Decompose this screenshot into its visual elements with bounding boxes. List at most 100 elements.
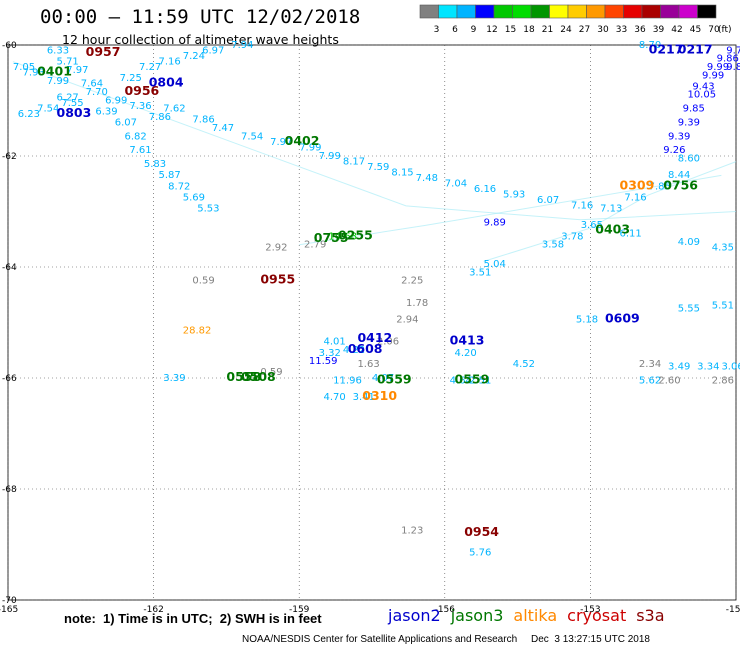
swh-value-label: 5.62 (639, 376, 661, 387)
swh-value-label: 9.26 (663, 145, 685, 156)
swh-map-plot: -165 -162 -159 -156 -153 -150 -60 -62 -64 -66 -68 -… (0, 40, 740, 615)
swh-value-label: 3.78 (561, 231, 583, 242)
colorbar-tick-label: 70 (708, 25, 720, 35)
swh-value-label: 4.09 (678, 237, 700, 248)
swh-value-label: 3.65 (581, 220, 603, 231)
swh-value-label: 7.54 (37, 104, 59, 115)
swh-value-label: 3.51 (469, 267, 491, 278)
colorbar-tick-label: 3 (434, 25, 440, 35)
swh-value-label: 9.39 (678, 117, 700, 128)
swh-value-label: 7.64 (81, 79, 103, 90)
swh-value-label: 0.59 (192, 276, 214, 287)
swh-value-label: 3.49 (668, 362, 690, 373)
x-tick-label: -156 (435, 605, 456, 615)
x-tick-label: -150 (726, 605, 740, 615)
swh-value-label: 7.48 (416, 173, 438, 184)
swh-value-label: 8.72 (168, 181, 190, 192)
colorbar-tick-label: 24 (560, 25, 572, 35)
swh-value-label: 2.34 (639, 359, 661, 370)
swh-value-label: 7.55 (61, 98, 83, 109)
swh-value-label: 7.13 (600, 204, 622, 215)
swh-value-label: 6.99 (105, 95, 127, 106)
swh-value-label: 14.68 (328, 231, 357, 242)
chart-subtitle: 12 hour collection of altimeter wave hei… (62, 32, 339, 47)
swh-value-label: 9.39 (668, 131, 690, 142)
swh-value-label: 3.32 (319, 348, 341, 359)
swh-value-label: 9.86 (717, 54, 739, 65)
swh-value-label: 6.33 (47, 45, 69, 56)
swh-value-label: 3.58 (542, 240, 564, 251)
swh-value-label: 6.16 (474, 184, 496, 195)
swh-value-label: 2.60 (658, 376, 680, 387)
swh-value-label: 9.43 (692, 81, 714, 92)
x-tick-label: -153 (580, 605, 600, 615)
swh-value-label: 9.99 (707, 62, 729, 73)
swh-value-label: 4.64 (450, 376, 472, 387)
colorbar-tick-label: 42 (671, 25, 682, 35)
swh-value-label: 7.59 (367, 162, 389, 173)
swh-value-label: 3.41 (353, 392, 375, 403)
y-tick-label: -68 (2, 485, 17, 495)
pass-time-label: 0508 (241, 369, 276, 384)
swh-value-label: 9.99 (702, 70, 724, 81)
chart-title: 00:00 – 11:59 UTC 12/02/2018 (40, 6, 361, 28)
swh-value-label: 6.23 (18, 109, 40, 120)
swh-value-label: 7.54 (241, 131, 263, 142)
swh-value-label: 7.04 (445, 179, 467, 190)
swh-value-label: 7.05 (13, 62, 35, 73)
swh-value-label: 6.39 (95, 106, 117, 117)
swh-value-label: 3.34 (697, 362, 719, 373)
swh-value-label: 5.04 (484, 259, 506, 270)
x-tick-label: -162 (143, 605, 163, 615)
satellite-ground-track (299, 174, 722, 246)
swh-value-label: 4.01 (323, 337, 345, 348)
swh-value-label: 6.07 (115, 117, 137, 128)
swh-value-label: 7.94 (231, 40, 253, 51)
swh-value-label: 5.51 (712, 301, 734, 312)
swh-value-label: 7.62 (163, 104, 185, 115)
pass-time-label: 0954 (464, 524, 499, 539)
y-tick-label: -64 (2, 263, 17, 273)
swh-value-label: 4.22 (343, 345, 365, 356)
y-tick-label: -66 (2, 374, 17, 384)
footer-note: note: 1) Time is in UTC; 2) SWH is in fe… (64, 611, 322, 626)
colorbar-tick-label: 33 (616, 25, 627, 35)
colorbar-tick-label: 30 (597, 25, 609, 35)
swh-value-label: 2.94 (396, 315, 418, 326)
colorbar-tick-label: 6 (452, 25, 458, 35)
swh-value-label: 4.07 (372, 373, 394, 384)
satellite-legend-entry: altika (513, 606, 558, 625)
pass-time-label: 0559 (377, 372, 412, 387)
swh-value-label: 7.97 (270, 137, 292, 148)
swh-value-label: 5.55 (678, 303, 700, 314)
swh-value-label: 1.63 (357, 359, 379, 370)
swh-value-label: 5.53 (197, 204, 219, 215)
swh-value-label: 7.24 (183, 51, 205, 62)
swh-value-label: 6.07 (537, 195, 559, 206)
satellite-ground-track (483, 161, 737, 262)
y-tick-label: -60 (2, 41, 17, 51)
pass-time-label: 0608 (348, 341, 383, 356)
swh-value-label: 7.70 (86, 87, 108, 98)
pass-time-label: 0957 (86, 44, 121, 59)
swh-value-label: 2.86 (712, 376, 734, 387)
colorbar-unit-label: (ft) (718, 25, 732, 35)
swh-value-label: 6.97 (202, 45, 224, 56)
swh-value-label: 7.16 (624, 192, 646, 203)
x-tick-label: -159 (289, 605, 310, 615)
swh-value-label: 2.79 (304, 240, 326, 251)
pass-time-label: 0559 (455, 372, 490, 387)
pass-time-label: 0255 (338, 227, 373, 242)
pass-time-label: 0310 (362, 388, 397, 403)
y-tick-label: -62 (2, 152, 17, 162)
pass-time-label: 0413 (450, 333, 485, 348)
swh-value-label: 5.93 (503, 190, 525, 201)
pass-time-label: 0755 (314, 230, 349, 245)
swh-value-label: 1.78 (406, 298, 428, 309)
pass-time-label: 0217 (649, 41, 684, 56)
swh-value-label: 9.71 (726, 45, 740, 56)
swh-value-label: 7.99 (47, 76, 69, 87)
swh-value-label: 2.92 (265, 242, 287, 253)
swh-value-label: 6.11 (620, 228, 642, 239)
swh-value-label: 0.59 (260, 367, 282, 378)
